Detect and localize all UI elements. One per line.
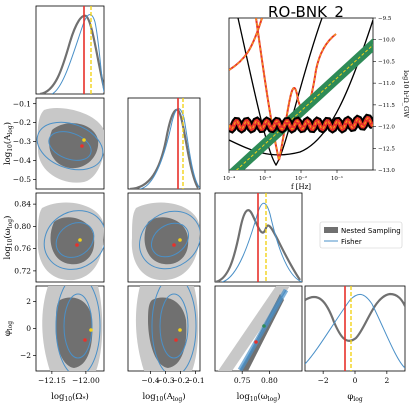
- inset-y-tick-label: −10.0: [378, 38, 395, 44]
- y-axis-label-2: log10(ωlog): [2, 216, 14, 260]
- panel-phi-vs-omega: [35, 285, 105, 372]
- x-axis-label-0: log10(Ω*): [51, 391, 89, 403]
- x-tick-label: −0.4: [141, 376, 159, 385]
- x-tick-label: −0.2: [171, 376, 189, 385]
- inset-y-tick-label: −11.0: [378, 81, 395, 87]
- inset-x-tick-label: 10⁻⁴: [223, 175, 236, 182]
- panel-phi-vs-wlog: [214, 285, 303, 372]
- inset-x-tick-label: 10⁻²: [295, 175, 307, 182]
- y-axis-label-3: φlog: [3, 321, 14, 336]
- inset-forecast-curve-1b: [229, 18, 263, 71]
- hist-wlog-nested: [215, 209, 301, 282]
- y-tick-label: −0.5: [13, 175, 31, 184]
- x-tick-label: −0.3: [156, 376, 174, 385]
- inset-sensitivity-curve-1: [237, 18, 323, 167]
- inset-green-band-center: [235, 44, 373, 170]
- inset-y-tick-label: −9.5: [378, 16, 392, 22]
- chart-title: RO-BNK_2: [268, 3, 344, 22]
- hist-omega-fisher: [51, 14, 104, 94]
- panel-alog-vs-omega: [35, 97, 105, 190]
- y-tick-label: −0.1: [13, 99, 31, 108]
- legend-label-nested: Nested Sampling: [341, 227, 401, 235]
- inset-y-axis-label: log10 h²Ω_GW: [402, 70, 410, 118]
- x-axis-label-1: log10(Alog): [142, 391, 185, 403]
- panel-wlog-vs-omega: [35, 192, 105, 283]
- x-tick-label: 2: [384, 376, 389, 385]
- panel-hist-wlog: [214, 192, 303, 283]
- inset-x-tick-label: 10⁻³: [259, 175, 271, 182]
- inset-forecast-curve-2b: [255, 18, 337, 161]
- y-tick-label: −2: [20, 351, 31, 360]
- x-tick-label: −2: [318, 376, 329, 385]
- inset-oscillating-signal-mid: [229, 117, 373, 130]
- x-tick-label: 0.80: [261, 376, 278, 385]
- x-tick-label: 0.75: [234, 376, 251, 385]
- hist-wlog-fisher: [221, 202, 302, 282]
- panel-hist-phi: [304, 285, 406, 372]
- y-tick-label: 0.84: [14, 200, 31, 209]
- hist-phi-fisher: [305, 294, 405, 369]
- x-tick-label: −0.1: [186, 376, 204, 385]
- inset-y-tick-label: −13.0: [378, 168, 395, 174]
- y-tick-label: 0.80: [14, 222, 31, 231]
- x-tick-label: −12.00: [72, 376, 100, 385]
- y-axis-label-1: log10(Alog): [2, 122, 14, 165]
- y-tick-label: 0.72: [14, 266, 31, 275]
- inset-y-tick-label: −11.5: [378, 103, 395, 109]
- y-tick-label: −0.3: [13, 137, 31, 146]
- inset-y-tick-label: −12.5: [378, 146, 395, 152]
- x-axis-label-2: log10(ωlog): [237, 391, 281, 403]
- panel-wlog-vs-alog: [127, 192, 201, 283]
- x-axis-label-3: φlog: [347, 392, 362, 403]
- legend: Nested Sampling Fisher: [319, 221, 403, 249]
- inset-spectrum-panel: −9.5 −10.0 −10.5 −11.0 −11.5 −12.0 −12.5 −13.0 1…: [223, 16, 410, 191]
- inset-y-tick-label: −10.5: [378, 59, 395, 65]
- y-tick-label: −0.2: [13, 118, 31, 127]
- legend-label-fisher: Fisher: [341, 238, 362, 246]
- y-tick-label: 0.76: [14, 244, 31, 253]
- legend-swatch-nested: [324, 227, 338, 233]
- hist-omega-nested: [39, 14, 104, 94]
- panel-hist-alog: [127, 97, 201, 190]
- hist-phi-nested: [305, 292, 405, 342]
- hist-alog-nested: [129, 108, 199, 189]
- y-tick-label: 0: [26, 324, 31, 333]
- inset-x-axis-label: f [Hz]: [291, 183, 311, 191]
- y-tick-label: 2: [26, 297, 31, 306]
- x-tick-label: 0: [353, 376, 358, 385]
- x-tick-label: −12.15: [38, 376, 66, 385]
- y-tick-label: −0.4: [13, 156, 31, 165]
- panel-hist-omega: [35, 5, 105, 95]
- inset-y-tick-label: −12.0: [378, 125, 395, 131]
- inset-x-tick-label: 10⁻¹: [331, 175, 343, 182]
- inset-green-band: [229, 38, 373, 170]
- panel-phi-vs-alog: [127, 285, 201, 372]
